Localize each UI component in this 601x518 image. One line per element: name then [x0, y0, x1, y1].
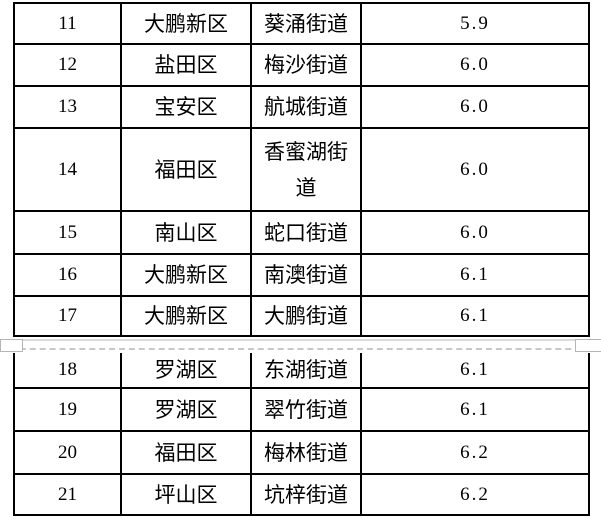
- district-cell: 宝安区: [122, 87, 250, 127]
- rank-cell: 12: [15, 45, 120, 85]
- district-cell: 南山区: [122, 212, 250, 253]
- district-cell: 盐田区: [122, 45, 250, 85]
- value-cell: 6.0: [362, 212, 588, 253]
- rank-cell: 15: [15, 212, 120, 253]
- rank-cell: 13: [15, 87, 120, 127]
- value-cell: 6.1: [362, 389, 588, 430]
- page-break-dashed-line: [0, 348, 601, 350]
- value-cell: 6.0: [362, 45, 588, 85]
- district-cell: 坪山区: [122, 475, 250, 514]
- street-cell: 香蜜湖街道: [252, 129, 360, 210]
- value-cell: 6.1: [362, 255, 588, 295]
- value-cell: 6.0: [362, 87, 588, 127]
- table-segment-top: 11 大鹏新区 葵涌街道 5.9 12 盐田区 梅沙街道 6.0 13 宝安区 …: [13, 2, 590, 337]
- rank-cell: 20: [15, 432, 120, 473]
- rank-cell: 11: [15, 4, 120, 43]
- street-cell: 坑梓街道: [252, 475, 360, 514]
- street-cell: 梅沙街道: [252, 45, 360, 85]
- district-cell: 罗湖区: [122, 389, 250, 430]
- rank-cell: 21: [15, 475, 120, 514]
- table-segment-bottom: 18 罗湖区 东湖街道 6.1 19 罗湖区 翠竹街道 6.1 20 福田区 梅…: [13, 353, 590, 516]
- street-cell: 东湖街道: [252, 353, 360, 387]
- rank-cell: 18: [15, 353, 120, 387]
- street-cell: 葵涌街道: [252, 4, 360, 43]
- value-cell: 6.0: [362, 129, 588, 210]
- rank-cell: 19: [15, 389, 120, 430]
- value-cell: 6.2: [362, 432, 588, 473]
- street-cell: 蛇口街道: [252, 212, 360, 253]
- district-cell: 福田区: [122, 129, 250, 210]
- district-cell: 福田区: [122, 432, 250, 473]
- value-cell: 6.1: [362, 297, 588, 335]
- value-cell: 5.9: [362, 4, 588, 43]
- district-cell: 大鹏新区: [122, 255, 250, 295]
- value-cell: 6.1: [362, 353, 588, 387]
- page-margin-notch-right: [575, 339, 601, 352]
- district-cell: 罗湖区: [122, 353, 250, 387]
- page-break-solid-line: [0, 339, 601, 341]
- district-cell: 大鹏新区: [122, 4, 250, 43]
- street-cell: 大鹏街道: [252, 297, 360, 335]
- page-margin-notch-left: [0, 339, 23, 352]
- street-cell: 翠竹街道: [252, 389, 360, 430]
- value-cell: 6.2: [362, 475, 588, 514]
- district-cell: 大鹏新区: [122, 297, 250, 335]
- rank-cell: 16: [15, 255, 120, 295]
- street-cell: 航城街道: [252, 87, 360, 127]
- street-cell: 南澳街道: [252, 255, 360, 295]
- street-cell: 梅林街道: [252, 432, 360, 473]
- rank-cell: 14: [15, 129, 120, 210]
- rank-cell: 17: [15, 297, 120, 335]
